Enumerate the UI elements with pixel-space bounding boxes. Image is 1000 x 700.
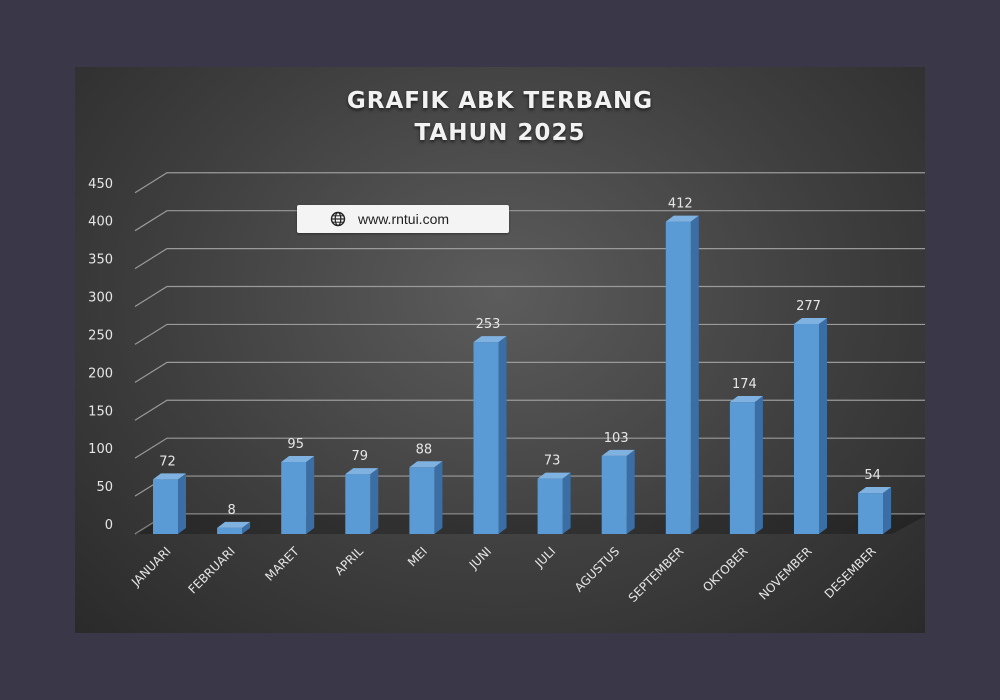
- bar-side: [626, 449, 635, 534]
- chart-panel: 0 50 100 150 200 250 300 350 400 450 72 8 95 79 88 253…: [75, 67, 925, 633]
- x-tick-label: AGUSTUS: [572, 544, 623, 595]
- y-tick-label: 450: [88, 177, 113, 192]
- bar-side: [690, 215, 699, 535]
- data-label: 72: [159, 454, 176, 469]
- bar: [537, 472, 571, 534]
- bar-top: [281, 455, 315, 462]
- bar: [473, 336, 507, 534]
- bar: [409, 461, 443, 534]
- bar-side: [819, 317, 827, 534]
- bar-top: [794, 317, 827, 324]
- bar-top: [858, 487, 892, 494]
- bar-front: [858, 493, 884, 534]
- globe-icon: [330, 211, 346, 227]
- data-label: 8: [227, 503, 235, 518]
- x-tick-label: DESEMBER: [822, 544, 879, 601]
- bar: [858, 487, 892, 534]
- y-tick-label: 100: [88, 442, 113, 457]
- data-label: 73: [544, 454, 561, 469]
- watermark-banner[interactable]: www.rntui.com: [297, 205, 509, 233]
- data-label: 253: [476, 317, 501, 332]
- bar-front: [794, 323, 819, 534]
- gridline: [134, 172, 925, 194]
- bar-side: [883, 487, 892, 534]
- bar-front: [729, 402, 755, 534]
- bar: [217, 521, 251, 534]
- bar-side: [754, 396, 763, 534]
- bar-top: [153, 473, 186, 480]
- bar-top: [537, 472, 571, 479]
- bar-top: [665, 215, 699, 222]
- data-label: 277: [796, 299, 821, 314]
- y-tick-label: 250: [88, 328, 113, 343]
- y-tick-label: 0: [105, 518, 113, 533]
- bar-chart: 0 50 100 150 200 250 300 350 400 450 72 8 95 79 88 253…: [88, 172, 925, 605]
- data-label: 174: [732, 377, 757, 392]
- bar-top: [729, 396, 763, 403]
- watermark-url[interactable]: www.rntui.com: [358, 211, 450, 227]
- chart-title: GRAFIK ABK TERBANG TAHUN 2025: [75, 85, 925, 149]
- bar: [281, 455, 315, 534]
- bar-front: [281, 461, 307, 534]
- bar: [345, 468, 379, 534]
- bar: [794, 317, 827, 534]
- x-tick-label: MEI: [405, 544, 430, 569]
- bar: [665, 215, 699, 535]
- bar-top: [409, 461, 443, 468]
- y-tick-label: 150: [88, 404, 113, 419]
- bar-side: [562, 472, 571, 534]
- bar-top: [601, 449, 635, 456]
- bar-side: [498, 336, 507, 534]
- bar-front: [537, 478, 563, 534]
- bar-side: [370, 468, 379, 534]
- data-label: 79: [352, 449, 369, 464]
- bar-side: [306, 455, 315, 534]
- x-tick-label: FEBRUARI: [185, 544, 237, 596]
- bar-front: [665, 221, 691, 535]
- data-label: 412: [668, 197, 693, 212]
- gridline: [134, 210, 925, 232]
- chart-title-line-2: TAHUN 2025: [414, 120, 586, 146]
- bar: [153, 473, 186, 534]
- y-tick-label: 350: [88, 253, 113, 268]
- bar-top: [345, 468, 379, 475]
- gridline: [134, 247, 925, 270]
- data-label: 95: [287, 437, 304, 452]
- bar-side: [178, 473, 186, 534]
- x-tick-label: JUNI: [466, 544, 494, 572]
- y-tick-label: 200: [88, 366, 113, 381]
- data-label: 88: [416, 442, 433, 457]
- y-tick-label: 50: [96, 480, 113, 495]
- data-label: 103: [604, 431, 629, 446]
- bar-front: [153, 479, 178, 534]
- x-tick-label: NOVEMBER: [756, 544, 814, 602]
- x-tick-label: SEPTEMBER: [626, 544, 687, 605]
- bar-side: [434, 461, 443, 534]
- x-tick-label: JANUARI: [128, 544, 174, 590]
- bar-top: [473, 336, 507, 343]
- y-tick-label: 300: [88, 291, 113, 306]
- bar-front: [217, 527, 243, 534]
- x-tick-label: MARET: [262, 544, 302, 584]
- y-tick-label: 400: [88, 215, 113, 230]
- chart-title-line-1: GRAFIK ABK TERBANG: [346, 88, 654, 114]
- x-tick-label: APRIL: [332, 544, 366, 578]
- bar-front: [409, 467, 435, 534]
- x-tick-label: JULI: [532, 544, 559, 571]
- bar-front: [473, 342, 499, 534]
- x-tick-label: OKTOBER: [700, 544, 750, 594]
- bar-top: [217, 521, 251, 528]
- bar-side: [242, 521, 251, 534]
- data-label: 54: [864, 468, 881, 483]
- bar-front: [601, 455, 627, 534]
- chart-floor: [135, 514, 925, 534]
- bar: [601, 449, 635, 534]
- bar: [729, 396, 763, 534]
- bar-front: [345, 474, 371, 534]
